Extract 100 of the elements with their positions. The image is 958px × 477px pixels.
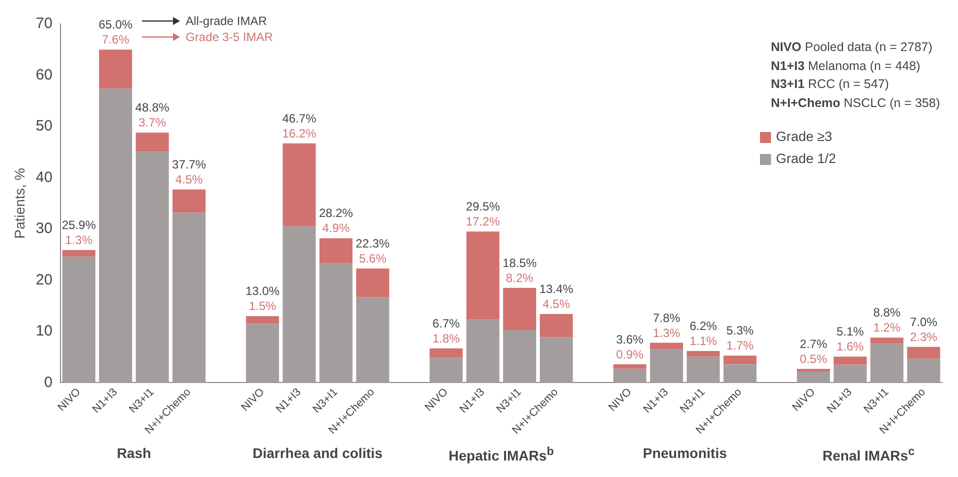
data-label: 1.8%	[432, 331, 460, 346]
bar	[136, 152, 169, 383]
y-tick-label: 40	[36, 168, 52, 186]
data-label: 1.6%	[836, 340, 864, 354]
bar	[796, 368, 830, 372]
total-label: 29.5%	[466, 200, 500, 214]
annotation: NIVO Pooled data (n = 2787)	[770, 39, 934, 56]
legend-label: Grade 1/2	[776, 150, 836, 168]
data-label: 4.9%	[322, 221, 350, 236]
total-label: 6.7%	[432, 316, 460, 330]
total-label: 8.8%	[873, 306, 901, 320]
bar	[686, 350, 720, 357]
annotation: N3+I1 RCC (n = 547)	[770, 76, 890, 93]
text: Pneumonitis	[642, 444, 728, 461]
text: Rash	[116, 444, 152, 461]
data-label: 0.9%	[616, 347, 644, 362]
bar	[319, 263, 352, 383]
total-label: 6.2%	[690, 318, 718, 333]
bar	[172, 212, 206, 383]
data-label: 1.1%	[690, 334, 718, 348]
data-label: 8.2%	[506, 270, 534, 285]
y-tick-label: 50	[36, 118, 52, 135]
annotation: All-grade IMAR	[186, 14, 267, 28]
text: Renal IMARs$^{c}$	[822, 444, 916, 464]
bar	[540, 337, 573, 383]
total-label: 25.9%	[62, 218, 96, 232]
total-label: 48.8%	[135, 100, 170, 115]
total-label: 46.7%	[282, 111, 317, 126]
bar	[356, 268, 390, 298]
total-label: 18.5%	[502, 256, 537, 270]
bar	[907, 358, 940, 383]
bar	[834, 356, 867, 365]
bar	[99, 88, 132, 383]
y-tick-label: 10	[36, 322, 52, 340]
total-label: 5.1%	[836, 324, 864, 339]
bar	[246, 316, 280, 324]
total-label: 7.8%	[652, 310, 681, 325]
y-tick-label: 30	[36, 220, 52, 238]
total-label: 65.0%	[98, 18, 133, 32]
data-label: 17.2%	[466, 214, 500, 229]
bar	[172, 190, 206, 213]
annotation: N+I+Chemo NSCLC (n = 358)	[770, 94, 940, 112]
bar	[466, 320, 500, 383]
bar	[686, 356, 720, 383]
bar	[282, 226, 316, 383]
total-label: 37.7%	[172, 158, 206, 172]
total-label: 2.7%	[800, 336, 828, 351]
bar	[834, 364, 867, 383]
bar	[870, 344, 904, 383]
total-label: 22.3%	[356, 236, 390, 250]
text: Hepatic IMARs$^{b}$	[448, 444, 555, 464]
bar	[136, 132, 169, 152]
data-label: 5.6%	[359, 251, 387, 266]
bar	[466, 232, 500, 320]
data-label: 1.3%	[65, 233, 93, 247]
data-label: 7.6%	[102, 32, 130, 47]
bar	[613, 368, 646, 383]
total-label: 13.0%	[245, 284, 280, 298]
bar	[723, 356, 757, 364]
total-label: 7.0%	[910, 314, 938, 329]
y-axis-title: Patients, %	[11, 168, 28, 239]
y-tick-label: 60	[36, 66, 52, 84]
bar	[99, 50, 132, 89]
data-label: 3.7%	[138, 116, 166, 130]
bar	[650, 349, 684, 383]
data-label: 2.3%	[910, 330, 938, 344]
bar	[319, 238, 352, 264]
bar	[540, 314, 573, 338]
annotation: N1+I3 Melanoma (n = 448)	[770, 58, 922, 75]
bar	[796, 371, 830, 383]
bar	[503, 330, 536, 383]
bar	[723, 364, 757, 383]
bar	[356, 297, 390, 383]
total-label: 5.3%	[726, 324, 754, 338]
bar	[650, 342, 684, 350]
bar	[907, 346, 940, 359]
data-label: 1.5%	[248, 299, 276, 314]
bar	[430, 348, 463, 358]
data-label: 1.3%	[652, 326, 681, 340]
y-tick-label: 20	[36, 271, 52, 288]
data-label: 4.5%	[542, 297, 570, 312]
y-tick-label: 70	[36, 15, 52, 32]
bar	[613, 364, 646, 369]
data-label: 4.5%	[175, 172, 204, 187]
bar	[62, 256, 96, 383]
data-label: 16.2%	[282, 126, 317, 140]
total-label: 13.4%	[539, 282, 574, 296]
bar	[503, 288, 536, 330]
bar	[870, 338, 904, 344]
data-label: 0.5%	[800, 352, 828, 366]
bar	[246, 324, 280, 383]
data-label: 1.2%	[873, 320, 901, 335]
bar	[62, 250, 96, 257]
total-label: 3.6%	[616, 332, 644, 346]
text: Diarrhea and colitis	[252, 444, 384, 461]
y-tick-label: 0	[44, 374, 52, 391]
annotation: Grade 3-5 IMAR	[186, 30, 273, 44]
legend-label: Grade ≥3	[776, 128, 832, 146]
bar	[430, 358, 463, 383]
data-label: 1.7%	[726, 338, 754, 353]
